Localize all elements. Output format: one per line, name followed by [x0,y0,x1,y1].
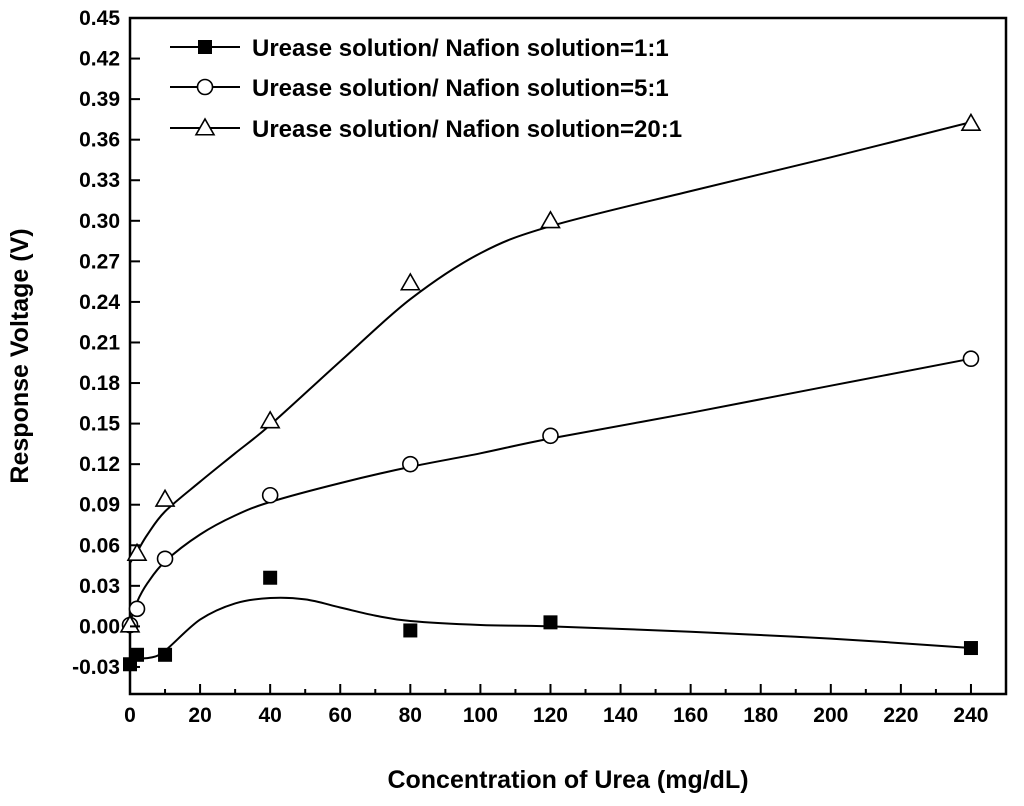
legend-marker-1 [198,40,212,54]
plot-area-border [128,16,1008,696]
series-3-point [126,542,148,561]
fit-lines [129,121,972,660]
y-tick-label: 0.42 [79,48,120,71]
y-tick-label: -0.03 [72,656,120,679]
x-tick-label: 80 [399,704,422,727]
x-tick-label: 60 [329,704,352,727]
x-tick-label: 0 [124,704,136,727]
series-3-point [154,488,176,507]
y-tick-label: 0.21 [79,331,120,354]
series-3-point [259,410,281,429]
series-1-point [158,647,173,662]
y-tick-label: 0.00 [79,615,120,638]
fit-line-3 [129,121,972,564]
y-tick-label: 0.09 [79,494,120,517]
x-tick-label: 220 [883,704,918,727]
fit-line-2 [129,357,972,623]
series-2-point [261,486,279,504]
y-tick-label: 0.27 [79,250,120,273]
series-1-point [130,647,145,662]
x-axis-title: Concentration of Urea (mg/dL) [387,766,748,794]
series-2-point [542,427,559,445]
series-1-point [403,623,418,638]
y-tick-label: 0.30 [79,210,120,233]
x-tick-label: 20 [188,704,211,727]
x-tick-label: 120 [533,704,568,727]
series-1-point [963,641,978,656]
data-markers [119,112,982,672]
x-tick-label: 40 [258,704,281,727]
series-2-point [962,350,980,368]
legend-label-3: Urease solution/ Nafion solution=20:1 [252,116,682,143]
y-tick-label: 0.12 [79,453,120,476]
legend: Urease solution/ Nafion solution=1:1 Urea… [170,35,682,143]
series-3-point [540,210,561,229]
legend-marker-2 [196,78,214,96]
y-axis-ticks: -0.03 0.00 0.03 0.06 0.09 0.12 0.15 0.18 0.21 0.2… [72,7,140,679]
series-1-point [543,615,558,630]
y-tick-label: 0.36 [79,129,120,152]
x-tick-label: 160 [673,704,708,727]
series-2-point [156,550,174,568]
series-3-point [399,272,421,291]
y-tick-label: 0.45 [79,7,120,30]
series-1-point [263,570,278,585]
series-3-point [960,112,982,132]
legend-label-1: Urease solution/ Nafion solution=1:1 [252,35,669,62]
x-tick-label: 200 [813,704,848,727]
series-2-point [402,455,419,473]
y-tick-label: 0.18 [79,372,120,395]
y-tick-label: 0.06 [79,534,120,557]
y-tick-label: 0.39 [79,88,120,111]
x-tick-label: 180 [743,704,778,727]
y-tick-label: 0.24 [79,291,120,314]
x-tick-label: 240 [953,704,988,727]
y-tick-label: 0.33 [79,169,120,192]
y-tick-label: 0.03 [79,575,120,598]
legend-label-2: Urease solution/ Nafion solution=5:1 [252,75,669,102]
y-tick-label: 0.15 [79,413,120,436]
series-3-point [119,614,141,633]
plot-frame [128,16,1008,696]
x-tick-label: 100 [463,704,498,727]
legend-marker-3 [194,117,216,136]
y-axis-title: Response Voltage (V) [6,228,34,483]
x-axis-ticks: 0 20 40 60 80 100 120 140 160 180 200 220 240 [124,684,988,727]
x-tick-label: 140 [603,704,638,727]
series-2-point [128,600,146,618]
